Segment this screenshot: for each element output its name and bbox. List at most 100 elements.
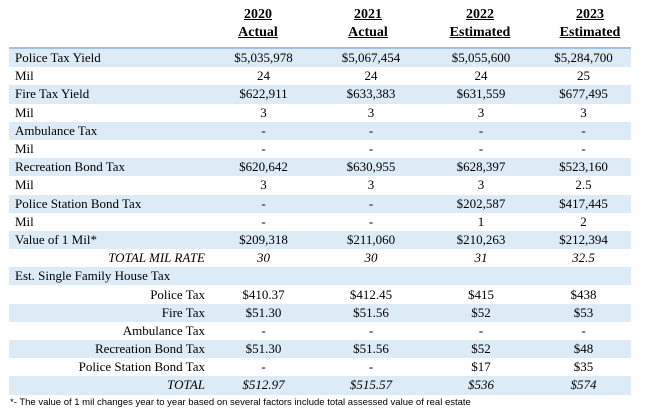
cell-value: $51.56 (316, 340, 426, 359)
header-year: 2021 (354, 7, 382, 22)
header-2021: 2021 Actual (326, 6, 410, 42)
cell-value (426, 267, 536, 286)
cell-value: - (368, 359, 374, 375)
header-sub: Estimated (559, 25, 621, 40)
row-label: Mil (15, 177, 34, 193)
cell-value: $5,035,978 (211, 49, 316, 68)
table-row: Mil - - 1 2 (9, 213, 631, 231)
table-row: Mil 24 24 24 25 (9, 67, 631, 85)
header-2020: 2020 Actual (216, 6, 300, 42)
table-row: Est. Single Family House Tax (9, 267, 631, 286)
cell-value (536, 267, 631, 286)
cell-value: $202,587 (426, 194, 536, 213)
row-label: Est. Single Family House Tax (9, 267, 211, 286)
row-label: Mil (15, 141, 34, 157)
cell-value: 3 (477, 177, 485, 193)
table-row: Value of 1 Mil* $209,318 $211,060 $210,263 $… (9, 230, 631, 250)
cell-value: - (211, 194, 316, 213)
cell-value: $620,642 (211, 158, 316, 177)
cell-value: - (316, 194, 426, 213)
cell-value: $5,055,600 (426, 49, 536, 68)
table-row: TOTAL $512.97 $515.57 $536 $574 (9, 376, 631, 395)
cell-value: $417,445 (536, 194, 631, 213)
cell-value: $210,263 (426, 230, 536, 250)
row-label: Fire Tax Yield (9, 85, 211, 104)
table-row: Fire Tax Yield $622,911 $633,383 $631,559 $6… (9, 85, 631, 104)
cell-value: 3 (367, 104, 375, 120)
table-row: Recreation Bond Tax $620,642 $630,955 $628,… (9, 158, 631, 177)
header-sub: Actual (238, 25, 278, 40)
row-label: Mil (15, 68, 34, 84)
column-headers: 2020 Actual 2021 Actual 2022 Estimated 2… (0, 6, 659, 46)
row-label: Police Station Bond Tax (78, 359, 205, 375)
cell-value: - (536, 121, 631, 140)
cell-value: 31 (474, 250, 488, 266)
row-label: Ambulance Tax (9, 121, 211, 140)
header-year: 2020 (244, 7, 272, 22)
cell-value: $209,318 (211, 230, 316, 250)
cell-value: 1 (477, 213, 485, 229)
cell-value: $536 (426, 376, 536, 395)
cell-value: $574 (536, 376, 631, 395)
row-label: Value of 1 Mil* (9, 230, 211, 250)
cell-value: 3 (477, 104, 485, 120)
cell-value: $35 (573, 359, 594, 375)
table-row: Police Station Bond Tax - - $17 $35 (9, 358, 631, 376)
cell-value: $677,495 (536, 85, 631, 104)
cell-value: - (581, 141, 586, 157)
cell-value: 3 (580, 104, 587, 120)
table-row: Police Tax $410.37 $412.45 $415 $438 (9, 285, 631, 303)
cell-value: $523,160 (536, 158, 631, 177)
cell-value: $628,397 (426, 158, 536, 177)
tax-table: Police Tax Yield $5,035,978 $5,067,454 $5,0… (9, 49, 631, 395)
cell-value: 2 (580, 213, 587, 229)
cell-value: $515.57 (316, 376, 426, 395)
cell-value: $51.30 (211, 340, 316, 359)
header-2023: 2023 Estimated (546, 6, 634, 42)
cell-value: - (368, 213, 374, 229)
cell-value: $5,067,454 (316, 49, 426, 68)
cell-value: - (261, 213, 266, 229)
table-row: Mil - - - - (9, 140, 631, 158)
cell-value: 24 (257, 68, 270, 84)
cell-value: 24 (364, 68, 378, 84)
table-row: Mil 3 3 3 2.5 (9, 176, 631, 194)
cell-value: - (211, 121, 316, 140)
row-label: Police Station Bond Tax (9, 194, 211, 213)
footnote: *- The value of 1 mil changes year to ye… (10, 397, 471, 408)
cell-value: - (478, 141, 484, 157)
cell-value: - (581, 322, 586, 338)
table-row: Police Station Bond Tax - - $202,587 $417,44… (9, 194, 631, 213)
cell-value: $51.30 (211, 303, 316, 322)
cell-value: $631,559 (426, 85, 536, 104)
cell-value: 3 (260, 104, 267, 120)
cell-value: 30 (257, 250, 270, 266)
row-label: TOTAL MIL RATE (108, 250, 205, 266)
row-label: Fire Tax (9, 303, 211, 322)
cell-value: - (368, 322, 374, 338)
header-2022: 2022 Estimated (436, 6, 524, 42)
cell-value: $48 (536, 340, 631, 359)
header-divider (9, 47, 631, 49)
cell-value: $52 (426, 340, 536, 359)
cell-value: 3 (260, 177, 267, 193)
row-label: Police Tax Yield (9, 49, 211, 68)
cell-value: $211,060 (316, 230, 426, 250)
cell-value: - (261, 359, 266, 375)
row-label: Ambulance Tax (122, 322, 205, 338)
table-row: Police Tax Yield $5,035,978 $5,067,454 $5,0… (9, 49, 631, 68)
table-row: Ambulance Tax - - - - (9, 322, 631, 340)
row-label: Mil (15, 213, 34, 229)
header-year: 2022 (466, 7, 494, 22)
cell-value: $512.97 (211, 376, 316, 395)
header-sub: Estimated (449, 25, 511, 40)
table-row: TOTAL MIL RATE 30 30 31 32.5 (9, 249, 631, 267)
cell-value: $415 (468, 286, 494, 302)
table-row: Recreation Bond Tax $51.30 $51.56 $52 $48 (9, 340, 631, 359)
cell-value: - (261, 141, 266, 157)
cell-value: 3 (367, 177, 375, 193)
cell-value: - (368, 141, 374, 157)
cell-value: 30 (364, 250, 378, 266)
cell-value: $412.45 (349, 286, 393, 302)
cell-value: 25 (577, 68, 590, 84)
